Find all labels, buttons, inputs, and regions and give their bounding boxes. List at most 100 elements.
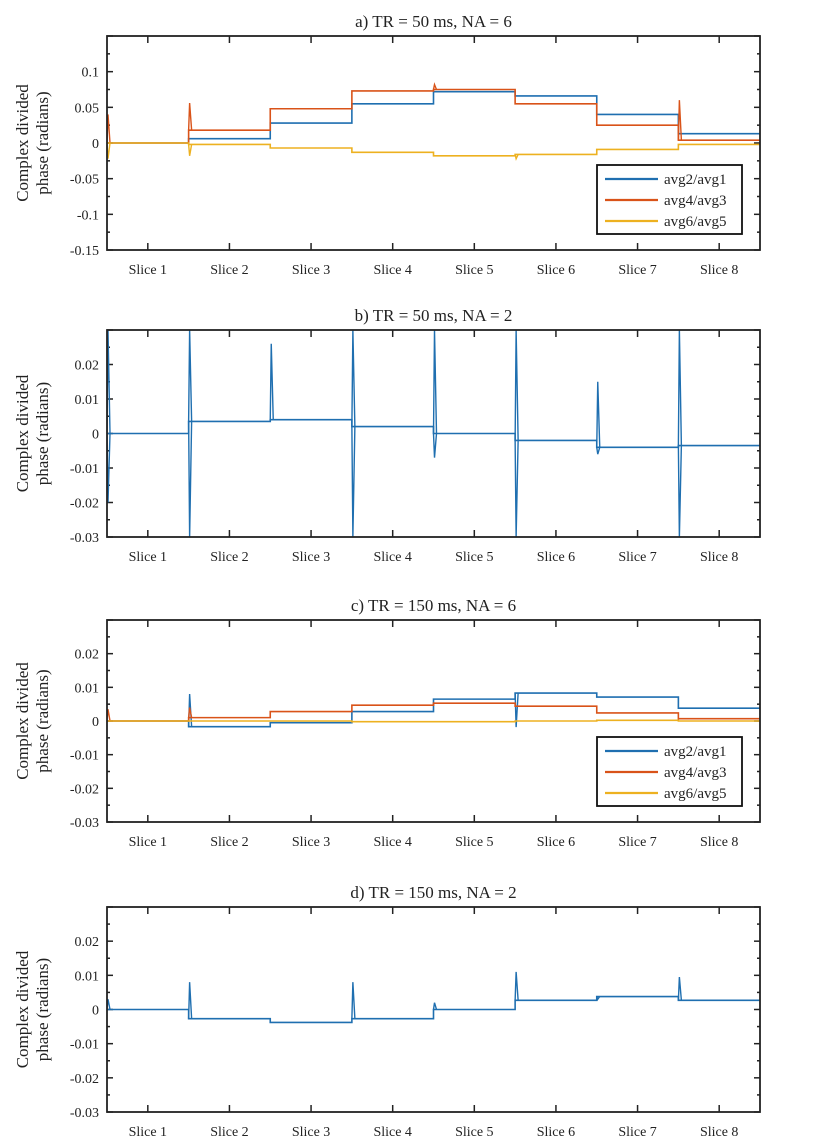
x-tick-label: Slice 6 (537, 1125, 576, 1140)
legend-label: avg2/avg1 (664, 744, 726, 760)
legend-label: avg2/avg1 (664, 172, 726, 188)
x-tick-label: Slice 8 (700, 1125, 739, 1140)
x-tick-label: Slice 4 (373, 1125, 412, 1140)
x-tick-label: Slice 3 (292, 263, 331, 278)
y-axis-label-line: Complex divided (13, 950, 32, 1068)
y-tick-label: 0.02 (75, 935, 100, 950)
axes-frame (106, 906, 761, 1113)
x-tick-label: Slice 2 (210, 1125, 249, 1140)
subplot-c: c) TR = 150 ms, NA = 6 Complex dividedpha… (13, 596, 761, 850)
y-tick-label: -0.01 (70, 462, 99, 477)
series-spike (187, 707, 193, 718)
x-tick-label: Slice 1 (129, 550, 168, 565)
y-tick-label: -0.02 (70, 782, 99, 797)
series-spike (677, 330, 683, 446)
y-tick-label: -0.03 (70, 816, 99, 831)
series-spike (187, 330, 193, 422)
y-axis-label: Complex dividedphase (radians) (13, 84, 52, 202)
x-tick-label: Slice 3 (292, 835, 331, 850)
x-tick-label: Slice 4 (373, 550, 412, 565)
x-tick-label: Slice 1 (129, 263, 168, 278)
y-tick-label: 0.01 (75, 969, 100, 984)
series-spike (269, 343, 274, 420)
x-tick-label: Slice 5 (455, 550, 494, 565)
y-tick-label: 0 (92, 715, 99, 730)
y-axis-label-line: phase (radians) (33, 958, 52, 1061)
x-tick-label: Slice 8 (700, 835, 739, 850)
series-spike (351, 330, 356, 427)
series-spike (596, 996, 601, 1001)
x-tick-label: Slice 2 (210, 550, 249, 565)
y-tick-label: -0.03 (70, 1106, 99, 1121)
x-tick-label: Slice 7 (618, 263, 657, 278)
y-tick-label: -0.15 (70, 244, 99, 259)
series-spike (677, 976, 683, 1001)
subplot-a: a) TR = 50 ms, NA = 6 Complex dividedphas… (13, 12, 761, 278)
chart-title: d) TR = 150 ms, NA = 2 (350, 883, 516, 902)
y-tick-label: 0 (92, 1004, 99, 1019)
y-tick-label: 0.01 (75, 681, 100, 696)
x-tick-label: Slice 1 (129, 835, 168, 850)
x-tick-label: Slice 1 (129, 1125, 168, 1140)
subplot-d: d) TR = 150 ms, NA = 2 Complex dividedpha… (13, 883, 761, 1140)
series-spike (514, 971, 519, 1001)
y-axis-label-line: Complex divided (13, 662, 32, 780)
y-tick-label: -0.01 (70, 1038, 99, 1053)
legend-label: avg6/avg5 (664, 214, 726, 230)
x-tick-label: Slice 2 (210, 263, 249, 278)
legend-label: avg4/avg3 (664, 765, 726, 781)
y-tick-label: 0.05 (75, 101, 100, 116)
axes-frame (106, 329, 761, 538)
y-tick-label: 0 (92, 137, 99, 152)
y-tick-label: -0.03 (70, 531, 99, 546)
series-spike (432, 1002, 438, 1010)
series-spike (187, 421, 193, 537)
x-tick-label: Slice 6 (537, 263, 576, 278)
series-spike (432, 82, 438, 90)
x-tick-label: Slice 3 (292, 1125, 331, 1140)
x-tick-label: Slice 4 (373, 263, 412, 278)
series-line-avg2-avg1 (107, 995, 760, 1024)
y-axis-label-line: phase (radians) (33, 382, 52, 485)
y-tick-label: 0.02 (75, 359, 100, 374)
y-tick-label: -0.01 (70, 749, 99, 764)
x-tick-label: Slice 7 (618, 835, 657, 850)
legend: avg2/avg1 avg4/avg3 avg6/avg5 (596, 164, 743, 235)
x-tick-label: Slice 8 (700, 263, 739, 278)
series-line-avg4-avg3 (107, 88, 760, 144)
y-tick-label: 0.02 (75, 648, 100, 663)
chart-title: a) TR = 50 ms, NA = 6 (355, 12, 512, 31)
chart-title: b) TR = 50 ms, NA = 2 (355, 306, 513, 325)
x-tick-label: Slice 7 (618, 1125, 657, 1140)
series-spike (514, 330, 519, 441)
y-axis-label-line: Complex divided (13, 84, 32, 202)
subplot-b: b) TR = 50 ms, NA = 2 Complex dividedphas… (13, 306, 761, 565)
series-spike (677, 445, 683, 537)
x-tick-label: Slice 6 (537, 835, 576, 850)
series-spike (596, 447, 601, 455)
x-tick-label: Slice 5 (455, 1125, 494, 1140)
legend-label: avg6/avg5 (664, 786, 726, 802)
x-tick-label: Slice 5 (455, 835, 494, 850)
series-spike (596, 381, 601, 448)
series-spike (432, 330, 438, 434)
x-tick-label: Slice 5 (455, 263, 494, 278)
series-spike (514, 154, 519, 161)
y-tick-label: -0.1 (77, 208, 99, 223)
y-axis-label: Complex dividedphase (radians) (13, 950, 52, 1068)
x-tick-label: Slice 3 (292, 550, 331, 565)
axes-frame (106, 619, 761, 823)
series-spike (514, 440, 519, 537)
legend: avg2/avg1 avg4/avg3 avg6/avg5 (596, 736, 743, 807)
y-tick-label: -0.02 (70, 1072, 99, 1087)
series-line-avg2-avg1 (107, 90, 760, 144)
y-tick-label: 0 (92, 428, 99, 443)
series-spike (677, 100, 683, 141)
series-line-avg4-avg3 (107, 702, 760, 722)
series-spike (351, 982, 356, 1019)
x-tick-label: Slice 8 (700, 550, 739, 565)
y-axis-label-line: phase (radians) (33, 91, 52, 194)
y-axis-label-line: Complex divided (13, 374, 32, 492)
y-axis-label: Complex dividedphase (radians) (13, 662, 52, 780)
